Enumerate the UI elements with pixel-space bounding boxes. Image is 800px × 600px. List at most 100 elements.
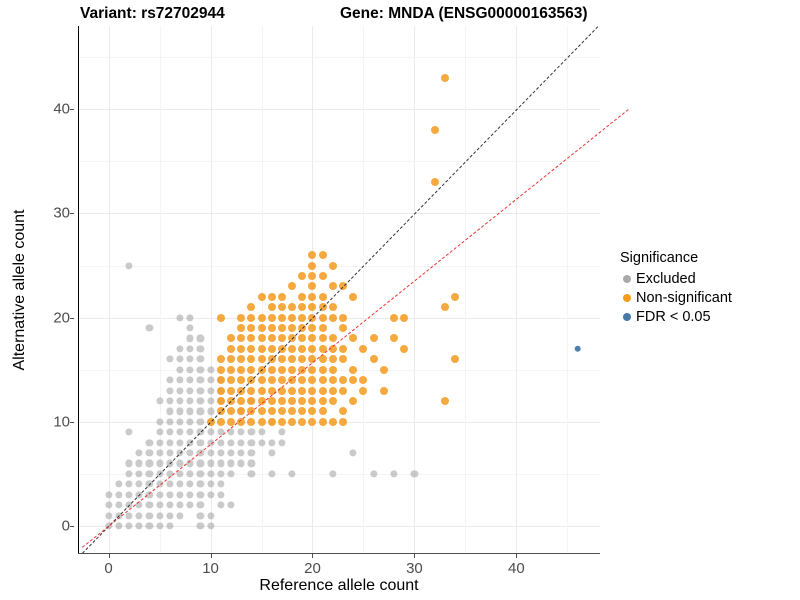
scatter-point — [186, 355, 194, 363]
x-tick-mark — [210, 554, 212, 558]
scatter-point — [125, 470, 133, 478]
scatter-point — [451, 355, 460, 364]
scatter-point — [125, 428, 133, 436]
scatter-point — [227, 439, 235, 447]
scatter-point — [145, 522, 153, 530]
scatter-point — [237, 324, 246, 333]
scatter-point — [176, 491, 184, 499]
scatter-point — [206, 428, 215, 436]
scatter-point — [226, 365, 235, 374]
scatter-point — [206, 522, 215, 530]
y-tick-mark — [70, 317, 74, 319]
y-tick-label: 0 — [61, 517, 70, 535]
scatter-point — [216, 386, 225, 395]
scatter-point — [400, 313, 409, 322]
legend-item-non-significant[interactable]: Non-significant — [620, 288, 795, 307]
scatter-point — [288, 324, 297, 333]
scatter-point — [104, 511, 113, 520]
scatter-point — [318, 334, 327, 343]
scatter-point — [308, 376, 317, 385]
scatter-point — [329, 470, 337, 478]
scatter-point — [104, 501, 113, 509]
scatter-point — [288, 396, 297, 405]
scatter-point — [226, 355, 235, 364]
scatter-point — [257, 365, 266, 374]
scatter-point — [155, 511, 164, 520]
scatter-point — [196, 480, 204, 488]
scatter-point — [206, 439, 215, 447]
grid-lines — [78, 26, 600, 553]
gridline-minor — [363, 26, 365, 553]
scatter-point — [186, 418, 194, 426]
scatter-point — [247, 417, 256, 426]
scatter-point — [328, 396, 337, 405]
scatter-point — [277, 292, 286, 301]
scatter-point — [186, 366, 194, 374]
scatter-point — [318, 344, 327, 353]
y-tick-label: 20 — [53, 309, 70, 327]
scatter-point — [155, 418, 164, 426]
gridline-major — [78, 421, 600, 423]
scatter-point — [155, 428, 164, 436]
x-axis-title: Reference allele count — [259, 577, 419, 594]
scatter-point — [186, 439, 194, 447]
scatter-point — [186, 491, 194, 499]
scatter-point — [328, 344, 337, 353]
scatter-point — [298, 334, 307, 343]
x-axis-line — [78, 552, 600, 554]
gridline-minor — [78, 265, 600, 267]
scatter-point — [227, 501, 235, 509]
scatter-point — [257, 355, 266, 364]
scatter-point — [277, 334, 286, 343]
scatter-point — [166, 470, 174, 478]
y-tick-mark — [70, 213, 74, 215]
scatter-point — [145, 491, 153, 499]
scatter-point — [125, 511, 133, 520]
scatter-point — [176, 480, 184, 488]
scatter-point — [339, 344, 348, 353]
scatter-point — [227, 459, 235, 468]
scatter-point — [227, 428, 235, 436]
scatter-point — [145, 470, 153, 478]
scatter-point — [257, 313, 266, 322]
gridline-minor — [465, 26, 467, 553]
scatter-point — [268, 439, 276, 447]
scatter-point — [217, 480, 225, 488]
legend-item-excluded[interactable]: Excluded — [620, 269, 795, 288]
scatter-point — [155, 522, 164, 530]
scatter-point — [308, 334, 317, 343]
scatter-point — [288, 470, 296, 478]
scatter-point — [145, 439, 153, 447]
scatter-point — [237, 428, 245, 436]
scatter-point — [308, 407, 317, 416]
scatter-point — [298, 365, 307, 374]
scatter-point — [277, 313, 286, 322]
scatter-point — [267, 396, 276, 405]
scatter-point — [308, 292, 317, 301]
scatter-point — [155, 470, 164, 478]
legend-item-fdr-0-05[interactable]: FDR < 0.05 — [620, 307, 795, 326]
scatter-point — [196, 366, 204, 374]
scatter-point — [410, 470, 419, 478]
scatter-point — [196, 470, 204, 478]
scatter-point — [216, 407, 225, 416]
variant-title: Variant: rs72702944 — [80, 5, 225, 22]
scatter-point — [288, 407, 297, 416]
scatter-point — [308, 282, 317, 291]
gridline-minor — [261, 26, 263, 553]
scatter-point — [247, 334, 256, 343]
scatter-point — [267, 324, 276, 333]
legend-item-label: FDR < 0.05 — [636, 308, 711, 325]
scatter-point — [247, 355, 256, 364]
scatter-point — [104, 522, 113, 530]
scatter-point — [288, 282, 297, 291]
scatter-point — [176, 355, 184, 363]
scatter-point — [430, 126, 439, 135]
scatter-point — [359, 344, 368, 353]
scatter-point — [247, 303, 256, 312]
scatter-point — [217, 439, 225, 447]
scatter-point — [125, 501, 133, 509]
scatter-point — [328, 313, 337, 322]
scatter-point — [267, 376, 276, 385]
scatter-point — [318, 292, 327, 301]
